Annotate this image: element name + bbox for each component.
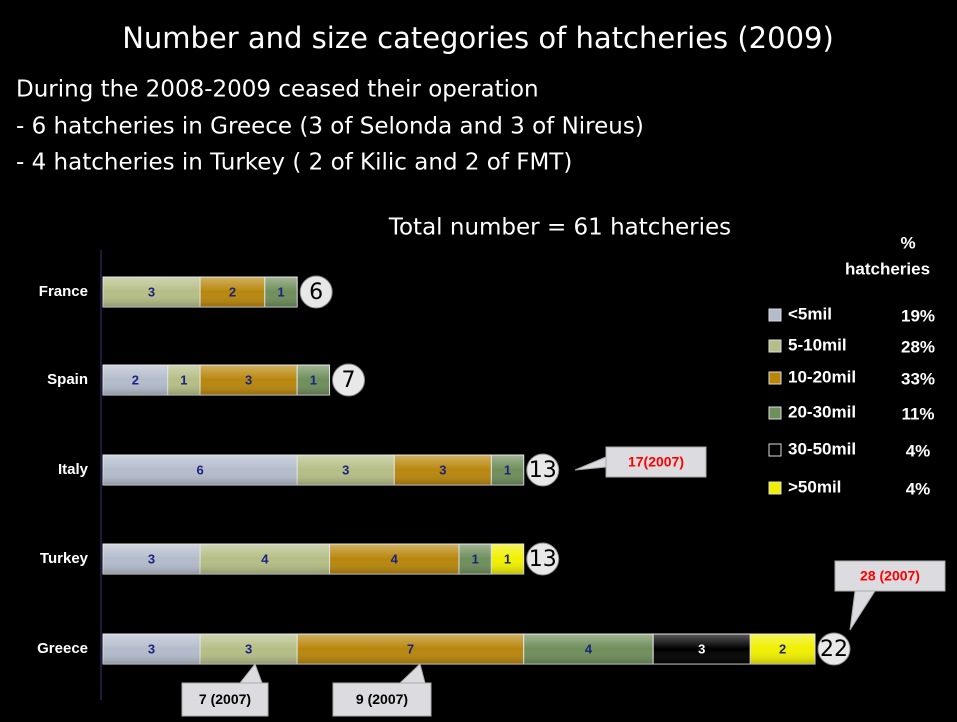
data-label: 3 bbox=[245, 641, 252, 656]
bar-shine bbox=[200, 277, 265, 307]
data-label: 3 bbox=[148, 284, 155, 299]
bar-shine bbox=[297, 455, 395, 485]
bar-shine bbox=[491, 455, 524, 485]
legend-share: 4% bbox=[906, 441, 931, 460]
bar-shine bbox=[297, 634, 524, 664]
callout-text: 17(2007) bbox=[628, 454, 684, 470]
legend-swatch bbox=[768, 339, 782, 353]
data-label: 1 bbox=[180, 372, 187, 387]
callout-box bbox=[834, 560, 946, 592]
data-label: 1 bbox=[277, 284, 284, 299]
legend-swatch bbox=[768, 406, 782, 420]
data-label: 2 bbox=[132, 372, 139, 387]
legend-title: % bbox=[900, 233, 915, 252]
data-label: 3 bbox=[342, 462, 349, 477]
text-line: During the 2008-2009 ceased their operat… bbox=[16, 77, 539, 103]
legend-swatch bbox=[768, 443, 782, 457]
data-label: 3 bbox=[698, 641, 705, 656]
bar-shine bbox=[459, 544, 492, 574]
legend-label: <5mil bbox=[788, 304, 832, 323]
data-label: 4 bbox=[261, 551, 269, 566]
legend-label: >50mil bbox=[788, 477, 841, 496]
legend-label: 20-30mil bbox=[788, 402, 856, 421]
bar-shine bbox=[200, 544, 330, 574]
text-line: - 4 hatcheries in Turkey ( 2 of Kilic an… bbox=[16, 150, 572, 176]
title: Number and size categories of hatcheries… bbox=[122, 21, 834, 55]
bar-shine bbox=[103, 277, 201, 307]
legend-label: 30-50mil bbox=[788, 439, 856, 458]
total-badge bbox=[299, 275, 333, 309]
bar-shine bbox=[264, 277, 298, 307]
bar-shine bbox=[200, 634, 298, 664]
total-label: 7 bbox=[342, 368, 356, 393]
bar-shine bbox=[653, 634, 751, 664]
category-label: Italy bbox=[58, 461, 89, 478]
category-label: Greece bbox=[37, 640, 88, 657]
legend-share: 19% bbox=[901, 306, 935, 325]
bar-shine bbox=[103, 544, 201, 574]
legend-share: 4% bbox=[906, 479, 931, 498]
bar-shine bbox=[200, 365, 298, 395]
data-label: 4 bbox=[391, 551, 399, 566]
total-label: 13 bbox=[529, 547, 557, 572]
data-label: 4 bbox=[585, 641, 593, 656]
bar-shine bbox=[750, 634, 815, 664]
legend-share: 33% bbox=[901, 369, 935, 388]
bar-shine bbox=[297, 365, 330, 395]
data-label: 7 bbox=[407, 641, 414, 656]
legend-share: 11% bbox=[901, 404, 934, 423]
category-label: Spain bbox=[47, 371, 88, 388]
bar-shine bbox=[491, 544, 524, 574]
category-label: Turkey bbox=[40, 550, 89, 567]
bar-shine bbox=[167, 365, 201, 395]
legend-label: 5-10mil bbox=[788, 335, 847, 354]
data-label: 3 bbox=[148, 551, 155, 566]
callout-box bbox=[605, 446, 707, 478]
callout-text: 9 (2007) bbox=[356, 691, 408, 707]
data-label: 6 bbox=[196, 462, 203, 477]
legend-swatch bbox=[768, 371, 782, 385]
bar-shine bbox=[394, 455, 492, 485]
data-label: 3 bbox=[148, 641, 155, 656]
callout-box bbox=[181, 682, 269, 717]
callout-text: 28 (2007) bbox=[860, 568, 920, 584]
legend-label: 10-20mil bbox=[788, 367, 856, 386]
data-label: 3 bbox=[245, 372, 252, 387]
bar-shine bbox=[103, 634, 201, 664]
data-label: 2 bbox=[229, 284, 236, 299]
total-badge bbox=[526, 453, 560, 487]
data-label: 3 bbox=[439, 462, 446, 477]
data-label: 2 bbox=[779, 641, 786, 656]
total-badge bbox=[817, 632, 851, 666]
subtitle: Total number = 61 hatcheries bbox=[388, 215, 731, 241]
bar-shine bbox=[103, 455, 298, 485]
legend-swatch bbox=[768, 308, 782, 322]
bar-shine bbox=[523, 634, 654, 664]
data-label: 1 bbox=[472, 551, 479, 566]
bar-shine bbox=[103, 365, 168, 395]
total-label: 13 bbox=[529, 458, 557, 483]
legend-swatch bbox=[768, 481, 782, 495]
total-label: 6 bbox=[309, 280, 323, 305]
legend-share: 28% bbox=[901, 337, 935, 356]
data-label: 1 bbox=[504, 551, 511, 566]
bar-shine bbox=[329, 544, 459, 574]
total-label: 22 bbox=[820, 637, 848, 662]
total-badge bbox=[526, 542, 560, 576]
data-label: 1 bbox=[310, 372, 317, 387]
text-line: - 6 hatcheries in Greece (3 of Selonda a… bbox=[16, 114, 644, 140]
total-badge bbox=[332, 363, 366, 397]
data-label: 1 bbox=[504, 462, 511, 477]
category-label: France bbox=[39, 283, 88, 300]
legend-title: hatcheries bbox=[845, 259, 930, 278]
callout-box bbox=[332, 682, 432, 717]
callout-text: 7 (2007) bbox=[199, 691, 251, 707]
